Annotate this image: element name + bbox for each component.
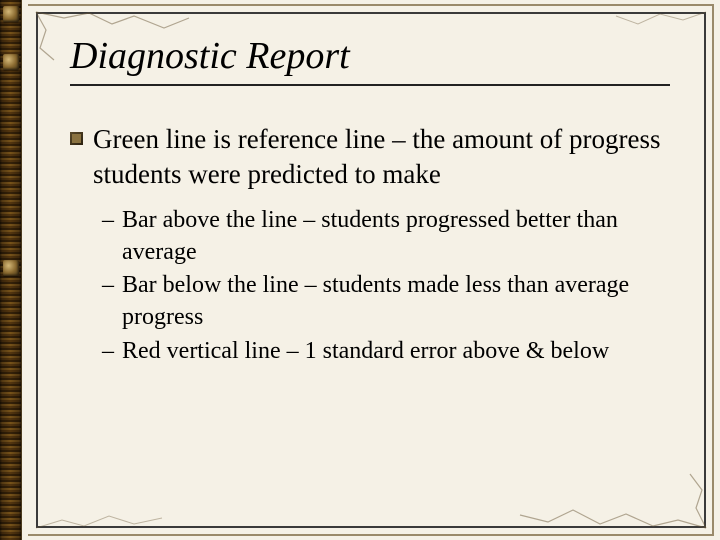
list-item: – Red vertical line – 1 standard error a… [102,336,670,368]
outer-frame-right [712,4,714,536]
slide-content: Diagnostic Report Green line is referenc… [70,34,670,369]
dash-bullet-icon: – [102,336,114,368]
sub-bullet-text: Red vertical line – 1 standard error abo… [122,336,609,368]
square-bullet-icon [70,132,83,145]
title-underline [70,84,670,86]
dash-bullet-icon: – [102,205,114,237]
list-item: – Bar below the line – students made les… [102,270,670,333]
sub-bullet-text: Bar above the line – students progressed… [122,205,670,268]
outer-frame-bottom [28,534,714,536]
slide-title: Diagnostic Report [70,34,670,78]
border-stud [3,260,19,276]
dash-bullet-icon: – [102,270,114,302]
sub-bullet-list: – Bar above the line – students progress… [102,205,670,367]
sub-bullet-text: Bar below the line – students made less … [122,270,670,333]
crack-decor-bottom-right [508,460,708,530]
list-item: – Bar above the line – students progress… [102,205,670,268]
outer-frame-top [28,4,714,6]
main-bullet-item: Green line is reference line – the amoun… [70,122,670,191]
crack-decor-bottom-left [34,480,174,530]
main-bullet-text: Green line is reference line – the amoun… [93,122,670,191]
decorative-left-border [0,0,22,540]
